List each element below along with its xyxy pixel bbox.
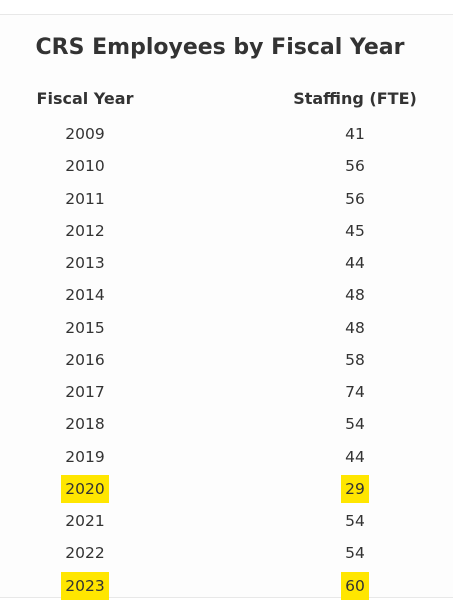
cell-staffing-fte: 60 <box>270 571 440 600</box>
cell-fiscal-year: 2019 <box>0 443 170 466</box>
table-card: CRS Employees by Fiscal Year Fiscal Year… <box>0 14 453 600</box>
fiscal-year-value: 2023 <box>61 571 109 600</box>
cell-fiscal-year: 2009 <box>0 120 170 143</box>
table-row: 2014 48 <box>0 276 453 308</box>
cell-staffing-fte: 45 <box>270 217 440 240</box>
fiscal-year-value: 2021 <box>65 512 105 530</box>
fiscal-year-value: 2011 <box>65 189 105 208</box>
cell-fiscal-year: 2015 <box>0 314 170 337</box>
fiscal-year-value: 2012 <box>65 221 105 240</box>
staffing-fte-value: 41 <box>345 125 365 143</box>
table-row: 2016 58 <box>0 341 453 373</box>
fiscal-year-value: 2014 <box>65 286 105 305</box>
table-row: 2023 60 <box>0 567 453 600</box>
fiscal-year-value: 2019 <box>65 447 105 466</box>
table-row: 2009 41 <box>0 115 453 147</box>
table-row: 2010 56 <box>0 147 453 179</box>
cell-staffing-fte: 48 <box>270 314 440 337</box>
cell-staffing-fte: 44 <box>270 249 440 272</box>
staffing-fte-value: 56 <box>345 189 365 208</box>
header-staffing-fte: Staffing (FTE) <box>293 89 417 108</box>
cell-fiscal-year: 2010 <box>0 152 170 175</box>
staffing-fte-value: 60 <box>341 571 369 600</box>
staffing-fte-value: 29 <box>341 474 369 503</box>
cell-staffing-fte: 54 <box>270 539 440 562</box>
cell-fiscal-year: 2020 <box>0 474 170 503</box>
cell-fiscal-year: 2016 <box>0 346 170 369</box>
cell-staffing-fte: 54 <box>270 507 440 530</box>
staffing-fte-value: 48 <box>345 286 365 305</box>
cell-staffing-fte: 48 <box>270 281 440 304</box>
cell-staffing-fte: 56 <box>270 152 440 175</box>
chart-title: CRS Employees by Fiscal Year <box>35 35 405 60</box>
table-row: 2013 44 <box>0 244 453 276</box>
staffing-fte-value: 44 <box>345 254 365 272</box>
cell-fiscal-year: 2014 <box>0 281 170 304</box>
fiscal-year-value: 2018 <box>65 415 105 434</box>
staffing-fte-value: 48 <box>345 318 365 337</box>
staffing-fte-value: 56 <box>345 157 365 176</box>
cell-staffing-fte: 44 <box>270 443 440 466</box>
cell-fiscal-year: 2022 <box>0 539 170 562</box>
cell-fiscal-year: 2023 <box>0 571 170 600</box>
cell-staffing-fte: 29 <box>270 474 440 503</box>
staffing-fte-value: 45 <box>345 221 365 240</box>
cell-fiscal-year: 2012 <box>0 217 170 240</box>
header-fiscal-year: Fiscal Year <box>36 89 134 108</box>
cell-fiscal-year: 2017 <box>0 378 170 401</box>
fiscal-year-value: 2020 <box>61 474 109 503</box>
staffing-fte-value: 54 <box>345 512 365 530</box>
table-row: 2012 45 <box>0 212 453 244</box>
table-row: 2011 56 <box>0 180 453 212</box>
table-row: 2020 29 <box>0 470 453 503</box>
cell-staffing-fte: 41 <box>270 120 440 143</box>
table-row: 2017 74 <box>0 373 453 405</box>
fiscal-year-value: 2017 <box>65 383 105 401</box>
cell-fiscal-year: 2011 <box>0 185 170 208</box>
table-row: 2015 48 <box>0 309 453 341</box>
staffing-fte-value: 74 <box>345 383 365 401</box>
table-header: Fiscal Year Staffing (FTE) <box>0 89 453 109</box>
fiscal-year-value: 2009 <box>65 125 105 143</box>
cell-fiscal-year: 2013 <box>0 249 170 272</box>
table-row: 2019 44 <box>0 438 453 470</box>
fiscal-year-value: 2022 <box>65 544 105 563</box>
fiscal-year-value: 2010 <box>65 157 105 176</box>
cell-staffing-fte: 74 <box>270 378 440 401</box>
fiscal-year-value: 2016 <box>65 350 105 369</box>
fiscal-year-value: 2013 <box>65 254 105 272</box>
cell-fiscal-year: 2021 <box>0 507 170 530</box>
staffing-fte-value: 54 <box>345 544 365 563</box>
staffing-fte-value: 54 <box>345 415 365 434</box>
staffing-fte-value: 44 <box>345 447 365 466</box>
table-row: 2021 54 <box>0 502 453 534</box>
cell-staffing-fte: 58 <box>270 346 440 369</box>
cell-staffing-fte: 54 <box>270 410 440 433</box>
table-row: 2018 54 <box>0 405 453 437</box>
table-body: 2009 41 2010 56 2011 56 2012 45 2013 44 2014 48 2015… <box>0 115 453 600</box>
fiscal-year-value: 2015 <box>65 318 105 337</box>
staffing-fte-value: 58 <box>345 350 365 369</box>
table-row: 2022 54 <box>0 534 453 566</box>
cell-fiscal-year: 2018 <box>0 410 170 433</box>
cell-staffing-fte: 56 <box>270 185 440 208</box>
